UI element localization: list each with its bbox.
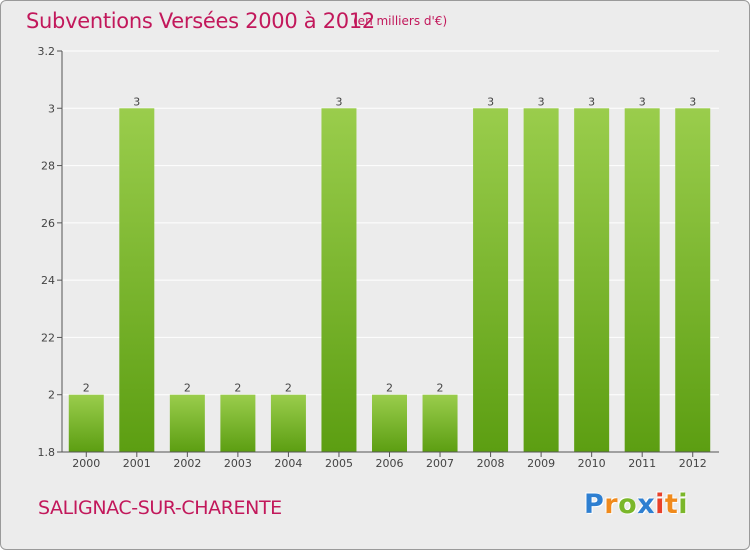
bar-2008: [473, 108, 509, 453]
x-tick-label: 2009: [527, 457, 555, 470]
logo-letter: o: [618, 489, 638, 520]
bar-2006: [372, 394, 407, 452]
logo-letter: x: [637, 489, 656, 520]
x-tick-label: 2007: [426, 457, 454, 470]
bars: 2 3 2 2 2 3 2 2 3 3 3 3 3: [68, 95, 711, 453]
logo-letter: t: [664, 489, 679, 520]
y-tick-label: 24: [41, 274, 55, 287]
bar-2001: [119, 108, 155, 453]
bar-2004: [270, 394, 306, 452]
proxiti-logo[interactable]: Proxiti: [584, 489, 688, 520]
logo-letter: i: [655, 489, 665, 520]
value-label: 3: [335, 95, 342, 108]
logo-letter: i: [678, 489, 689, 520]
bar-2000: [68, 394, 104, 452]
value-label: 2: [285, 382, 292, 395]
x-tick-label: 2003: [224, 457, 252, 470]
bar-2002: [169, 394, 205, 452]
chart-subtitle: (en milliers d'€): [353, 14, 448, 28]
y-tick-label: 26: [41, 217, 55, 230]
y-tick-label: 3: [48, 102, 55, 115]
value-label: 2: [437, 382, 444, 395]
y-tick-label: 28: [41, 160, 55, 173]
x-tick-label: 2010: [578, 457, 606, 470]
x-tick-label: 2004: [274, 457, 302, 470]
y-tick-label: 1.8: [38, 446, 56, 459]
value-label: 3: [588, 95, 595, 108]
x-tick-label: 2001: [123, 457, 151, 470]
x-tick-label: 2002: [173, 457, 201, 470]
x-tick-label: 2008: [477, 457, 505, 470]
x-tick-label: 2012: [679, 457, 707, 470]
value-label: 3: [133, 95, 140, 108]
value-label: 2: [83, 382, 90, 395]
logo-letter: P: [584, 489, 605, 520]
bar-2005: [321, 108, 357, 453]
value-label: 2: [184, 382, 191, 395]
value-label: 2: [386, 382, 393, 395]
bar-2010: [574, 108, 610, 453]
grid-lines: [62, 50, 719, 396]
y-tick-label: 2: [48, 389, 55, 402]
value-label: 2: [234, 382, 241, 395]
value-label: 3: [689, 95, 696, 108]
x-tick-label: 2011: [628, 457, 656, 470]
bar-2003: [220, 394, 256, 452]
y-tick-label: 22: [41, 331, 55, 344]
bar-2012: [675, 108, 711, 453]
bar-2011: [624, 108, 660, 453]
x-tick-label: 2000: [72, 457, 100, 470]
value-label: 3: [487, 95, 494, 108]
chart-title: Subventions Versées 2000 à 2012: [26, 9, 375, 33]
bar-2009: [523, 108, 559, 453]
x-tick-label: 2005: [325, 457, 353, 470]
logo-letter: r: [604, 489, 619, 520]
value-label: 3: [639, 95, 646, 108]
y-tick-label: 3.2: [38, 45, 56, 58]
x-tick-label: 2006: [376, 457, 404, 470]
value-label: 3: [538, 95, 545, 108]
commune-name: SALIGNAC-SUR-CHARENTE: [38, 497, 282, 519]
bar-2007: [422, 394, 458, 452]
